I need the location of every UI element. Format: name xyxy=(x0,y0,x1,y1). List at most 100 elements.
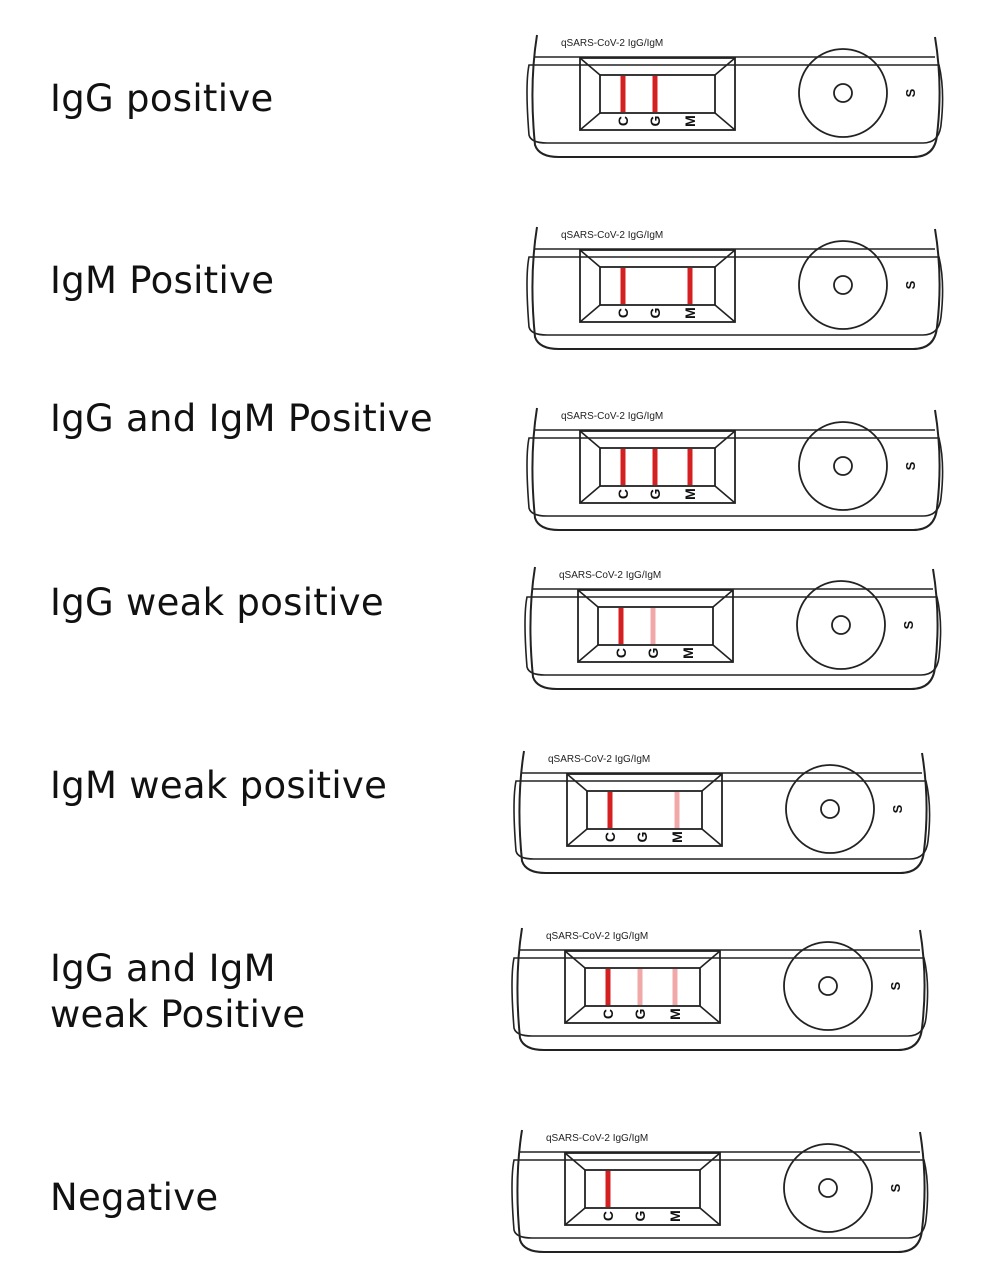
result-label: IgM weak positive xyxy=(50,764,388,807)
line-letter-c: C xyxy=(600,1211,616,1221)
result-window-bevel xyxy=(577,589,734,663)
sample-mark: S xyxy=(903,88,918,97)
result-window-frame xyxy=(579,57,736,131)
test-line-g xyxy=(650,608,656,644)
cassette-body xyxy=(516,927,926,1051)
sample-hole xyxy=(831,615,851,635)
test-line-c xyxy=(607,792,613,828)
sample-well xyxy=(798,240,888,330)
line-letter-g: G xyxy=(632,1008,648,1019)
cassette-inner-contour xyxy=(524,596,942,676)
line-letter-g: G xyxy=(647,115,663,126)
result-label: IgG positive xyxy=(50,77,274,120)
sample-well xyxy=(796,580,886,670)
sample-hole xyxy=(820,799,840,819)
cassette-inner-contour xyxy=(526,64,944,144)
line-letter-g: G xyxy=(647,488,663,499)
cassette-inner-contour xyxy=(526,256,944,336)
result-label: IgG and IgM weak Positive xyxy=(50,947,306,1036)
device-title: qSARS-CoV-2 IgG/IgM xyxy=(546,1133,648,1144)
device-title: qSARS-CoV-2 IgG/IgM xyxy=(561,38,663,49)
cassette-inner-contour xyxy=(511,957,929,1037)
line-letter-g: G xyxy=(645,647,661,658)
result-window-bevel xyxy=(564,1152,721,1226)
result-window-bevel xyxy=(566,773,723,847)
device-title: qSARS-CoV-2 IgG/IgM xyxy=(561,230,663,241)
test-line-m xyxy=(672,969,678,1005)
line-letter-g: G xyxy=(647,307,663,318)
test-line-m xyxy=(687,268,693,304)
line-letter-c: C xyxy=(615,308,631,318)
line-letter-c: C xyxy=(615,116,631,126)
result-window-bevel xyxy=(579,249,736,323)
line-letter-m: M xyxy=(669,831,685,843)
test-cassette: qSARS-CoV-2 IgG/IgM C G M S xyxy=(511,927,929,1051)
sample-mark: S xyxy=(903,280,918,289)
result-label: IgG and IgM Positive xyxy=(50,397,433,440)
line-letter-c: C xyxy=(615,489,631,499)
sample-mark: S xyxy=(888,981,903,990)
result-window-frame xyxy=(579,430,736,504)
line-letter-c: C xyxy=(602,832,618,842)
test-cassette: qSARS-CoV-2 IgG/IgM C G M S xyxy=(511,1129,929,1253)
device-title: qSARS-CoV-2 IgG/IgM xyxy=(548,754,650,765)
sample-well xyxy=(798,421,888,511)
device-title: qSARS-CoV-2 IgG/IgM xyxy=(561,411,663,422)
sample-hole xyxy=(818,976,838,996)
cassette-body xyxy=(529,566,939,690)
sample-hole xyxy=(833,83,853,103)
sample-well xyxy=(785,764,875,854)
test-line-m xyxy=(687,449,693,485)
result-window-frame xyxy=(566,773,723,847)
result-window-frame xyxy=(564,950,721,1024)
test-line-c xyxy=(620,449,626,485)
result-window-frame xyxy=(579,249,736,323)
test-cassette: qSARS-CoV-2 IgG/IgM C G M S xyxy=(526,34,944,158)
sample-well xyxy=(783,1143,873,1233)
cassette-body xyxy=(516,1129,926,1253)
cassette-body xyxy=(531,226,941,350)
line-letter-m: M xyxy=(682,115,698,127)
sample-mark: S xyxy=(888,1183,903,1192)
result-window xyxy=(586,790,703,830)
test-line-c xyxy=(620,268,626,304)
sample-well xyxy=(798,48,888,138)
test-cassette: qSARS-CoV-2 IgG/IgM C G M S xyxy=(526,226,944,350)
result-window xyxy=(584,1169,701,1209)
result-window xyxy=(599,266,716,306)
sample-mark: S xyxy=(901,620,916,629)
line-letter-c: C xyxy=(600,1009,616,1019)
sample-hole xyxy=(833,275,853,295)
sample-mark: S xyxy=(903,461,918,470)
line-letter-m: M xyxy=(680,647,696,659)
cassette-inner-contour xyxy=(511,1159,929,1239)
sample-hole xyxy=(833,456,853,476)
test-cassette: qSARS-CoV-2 IgG/IgM C G M S xyxy=(524,566,942,690)
line-letter-g: G xyxy=(634,831,650,842)
sample-well xyxy=(783,941,873,1031)
line-letter-c: C xyxy=(613,648,629,658)
cassette-body xyxy=(531,34,941,158)
device-title: qSARS-CoV-2 IgG/IgM xyxy=(546,931,648,942)
result-label: Negative xyxy=(50,1176,219,1219)
result-window-bevel xyxy=(579,57,736,131)
sample-hole xyxy=(818,1178,838,1198)
test-line-g xyxy=(637,969,643,1005)
test-cassette: qSARS-CoV-2 IgG/IgM C G M S xyxy=(513,750,931,874)
test-line-g xyxy=(652,76,658,112)
cassette-inner-contour xyxy=(513,780,931,860)
device-title: qSARS-CoV-2 IgG/IgM xyxy=(559,570,661,581)
line-letter-m: M xyxy=(682,307,698,319)
test-line-c xyxy=(618,608,624,644)
cassette-body xyxy=(531,407,941,531)
sample-mark: S xyxy=(890,804,905,813)
test-cassette: qSARS-CoV-2 IgG/IgM C G M S xyxy=(526,407,944,531)
result-window-bevel xyxy=(579,430,736,504)
line-letter-m: M xyxy=(667,1008,683,1020)
cassette-inner-contour xyxy=(526,437,944,517)
result-window-bevel xyxy=(564,950,721,1024)
line-letter-m: M xyxy=(682,488,698,500)
test-line-c xyxy=(605,1171,611,1207)
test-line-c xyxy=(605,969,611,1005)
test-line-g xyxy=(652,449,658,485)
